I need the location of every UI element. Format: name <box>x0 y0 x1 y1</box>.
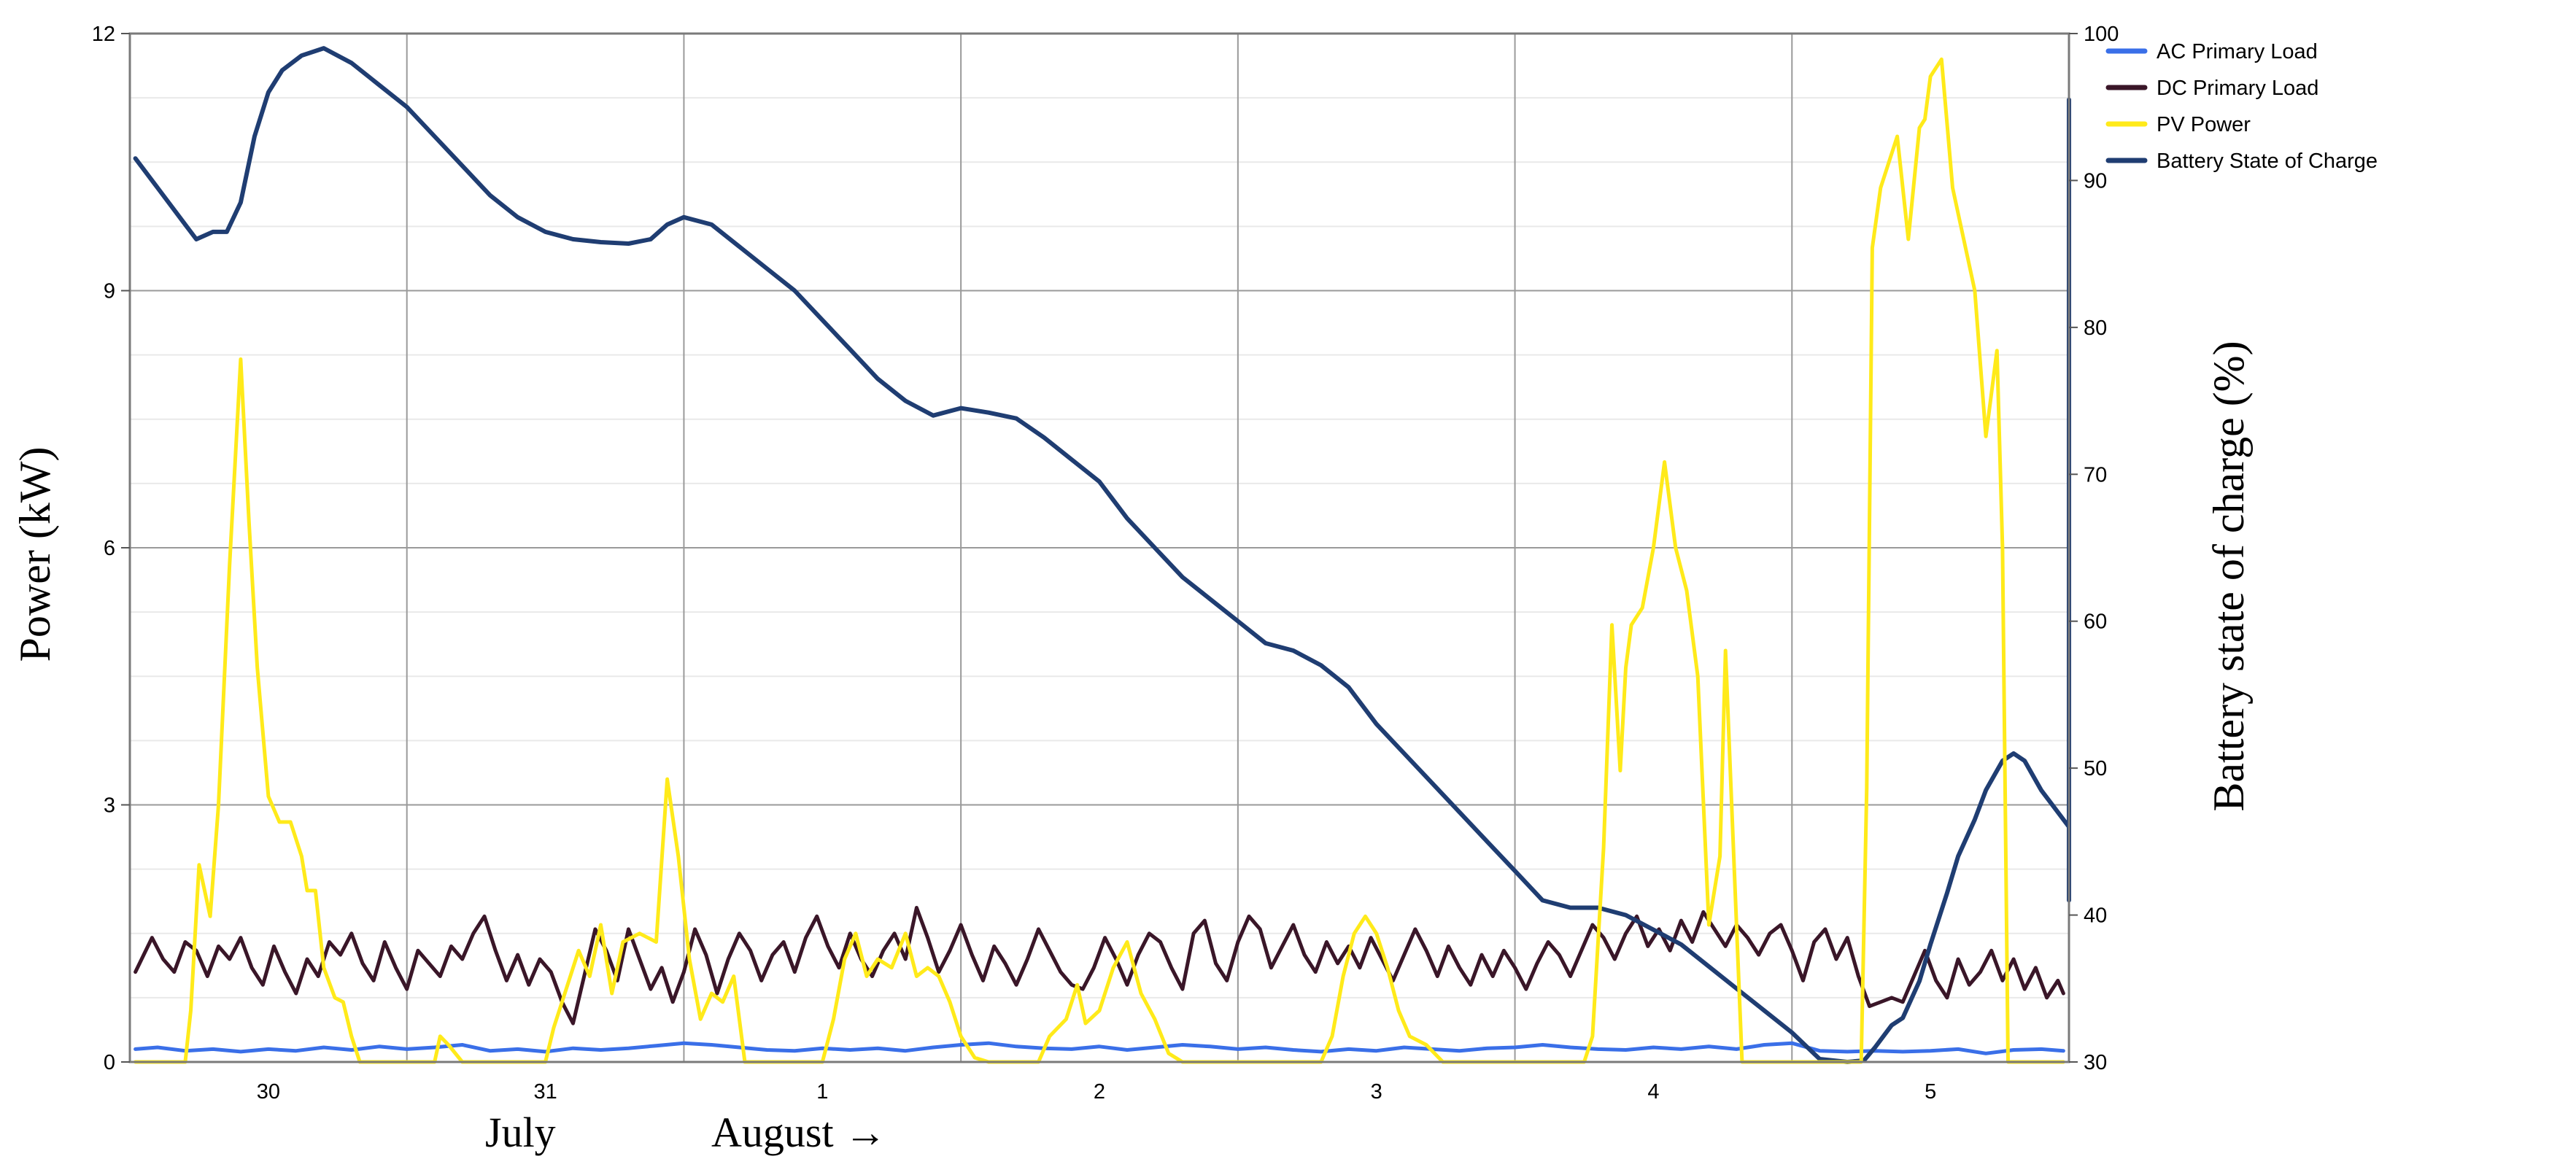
right-axis-ticks: 30 40 50 60 70 80 90 100 <box>2069 23 2119 1074</box>
right-axis-title: Battery state of charge (%) <box>2205 341 2253 811</box>
legend-label: PV Power <box>2157 113 2251 136</box>
x-tick-label: 4 <box>1647 1080 1659 1104</box>
left-tick-label: 9 <box>104 280 115 303</box>
x-tick-label: 5 <box>1925 1080 1936 1104</box>
series-line-battery-state-of-charge <box>133 46 2071 1064</box>
left-tick-label: 6 <box>104 537 115 560</box>
right-tick-label: 80 <box>2084 317 2107 340</box>
right-tick-label: 40 <box>2084 904 2107 928</box>
x-tick-label: 31 <box>533 1080 557 1104</box>
left-tick-label: 3 <box>104 794 115 818</box>
right-tick-label: 60 <box>2084 610 2107 634</box>
x-tick-label: 30 <box>257 1080 280 1104</box>
right-tick-label: 100 <box>2084 23 2119 46</box>
month-label-august: August → <box>711 1109 886 1156</box>
x-tick-label: 3 <box>1371 1080 1382 1104</box>
month-label-july: July <box>485 1109 556 1156</box>
left-tick-label: 12 <box>92 23 115 46</box>
legend: AC Primary Load DC Primary Load PV Power Ba… <box>2105 40 2378 173</box>
x-tick-label: 1 <box>816 1080 828 1104</box>
series-line-dc-primary-load <box>134 906 2065 1026</box>
right-tick-label: 90 <box>2084 169 2107 193</box>
left-tick-label: 0 <box>104 1051 115 1074</box>
left-axis-ticks: 0 3 6 9 12 <box>92 23 130 1074</box>
grid-layer <box>130 34 2069 1062</box>
x-axis-ticks: 30 31 1 2 3 4 5 <box>257 1080 1936 1104</box>
right-tick-label: 30 <box>2084 1051 2107 1074</box>
x-tick-label: 2 <box>1094 1080 1105 1104</box>
right-tick-label: 50 <box>2084 757 2107 780</box>
legend-label: Battery State of Charge <box>2157 150 2378 173</box>
legend-label: AC Primary Load <box>2157 40 2318 63</box>
series-layer <box>133 46 2071 1064</box>
series-line-ac-primary-load <box>134 1041 2065 1055</box>
series-line-pv-power <box>134 57 2065 1064</box>
left-axis-title: Power (kW) <box>11 447 59 662</box>
right-tick-label: 70 <box>2084 463 2107 486</box>
legend-label: DC Primary Load <box>2157 77 2318 100</box>
